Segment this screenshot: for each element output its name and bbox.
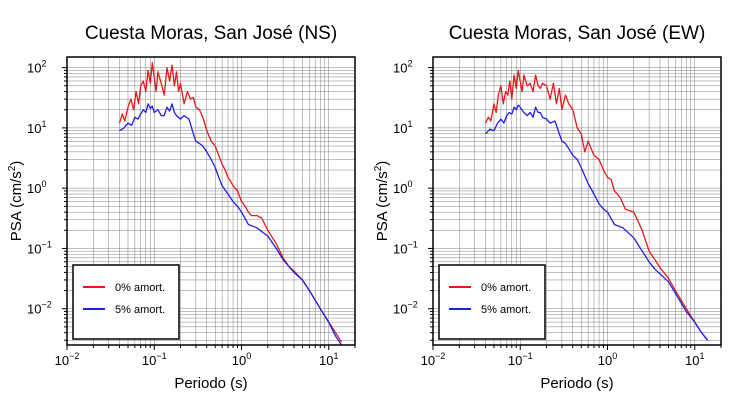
x-tick-label: 100 [598, 351, 617, 368]
y-tick-label: 100 [27, 179, 46, 196]
x-tick-label: 10−1 [508, 351, 533, 368]
y-tick-label: 10−2 [27, 300, 52, 317]
chart-title: Cuesta Moras, San José (NS) [85, 23, 337, 44]
y-tick-label: 101 [27, 119, 46, 136]
legend: 0% amort. 5% amort. [72, 264, 180, 340]
series-line [119, 103, 343, 346]
y-tick-label: 102 [27, 59, 46, 76]
x-tick-label: 10−2 [55, 351, 80, 368]
x-tick-label: 101 [685, 351, 704, 368]
plot-frame [66, 56, 356, 346]
series-line [484, 69, 709, 341]
legend-label: 5% amort. [481, 304, 531, 316]
legend-label: 5% amort. [115, 304, 165, 316]
y-tick-label: 101 [393, 119, 412, 136]
series-line [485, 104, 709, 341]
x-tick-label: 100 [232, 351, 251, 368]
legend-box [72, 264, 180, 340]
y-tick-label: 100 [393, 179, 412, 196]
chart-panel: 10−2 10−1 100 101 10−2 10−1 100 101 102 Cuesta Mo… [373, 23, 722, 392]
y-axis-label: PSA (cm/s2) [373, 161, 391, 242]
y-tick-label: 102 [393, 59, 412, 76]
x-tick-label: 101 [319, 351, 338, 368]
x-tick-label: 10−2 [421, 351, 446, 368]
x-tick-label: 10−1 [142, 351, 167, 368]
plot-frame [432, 56, 722, 346]
y-tick-label: 10−1 [393, 239, 418, 256]
series-line [118, 62, 343, 343]
chart-title: Cuesta Moras, San José (EW) [449, 23, 706, 44]
y-tick-label: 10−2 [393, 300, 418, 317]
x-axis-label: Periodo (s) [540, 375, 613, 392]
legend-label: 0% amort. [115, 282, 165, 294]
x-axis-label: Periodo (s) [174, 375, 247, 392]
chart-panel: 10−2 10−1 100 101 10−2 10−1 100 101 102 Cuesta Mo… [7, 23, 356, 392]
legend-label: 0% amort. [481, 282, 531, 294]
y-axis-label: PSA (cm/s2) [7, 161, 25, 242]
legend-box [438, 264, 546, 340]
legend: 0% amort. 5% amort. [438, 264, 546, 340]
y-tick-label: 10−1 [27, 239, 52, 256]
